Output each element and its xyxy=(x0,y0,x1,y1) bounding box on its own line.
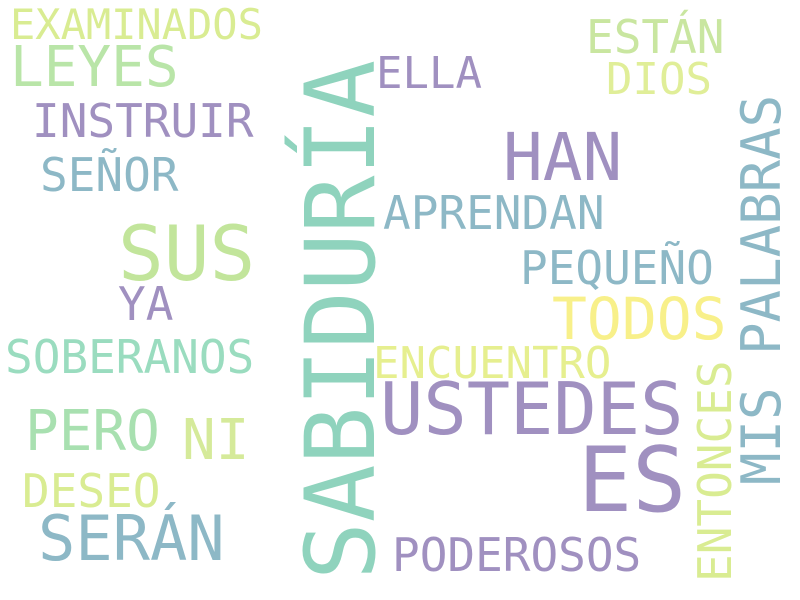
word-senor: SEÑOR xyxy=(40,148,179,202)
word-ya: YA xyxy=(118,277,174,331)
word-sabiduria: SABIDURÍA xyxy=(285,59,397,580)
word-pero: PERO xyxy=(25,399,160,464)
word-sus: SUS xyxy=(118,209,256,298)
word-examinados: EXAMINADOS xyxy=(10,0,263,49)
word-deseo: DESEO xyxy=(22,464,161,518)
word-aprendan: APRENDAN xyxy=(383,186,605,240)
word-soberanos: SOBERANOS xyxy=(5,330,255,384)
word-entonces: ENTONCES xyxy=(688,360,742,582)
word-pequeno: PEQUEÑO xyxy=(520,241,714,295)
word-seran: SERÁN xyxy=(38,502,225,575)
word-ella: ELLA xyxy=(376,48,482,99)
word-ni: NI xyxy=(182,408,250,473)
word-encuentro: ENCUENTRO xyxy=(373,338,612,389)
word-instruir: INSTRUIR xyxy=(32,94,254,148)
word-todos: TODOS xyxy=(552,285,727,353)
word-mis-palabras: MIS PALABRAS xyxy=(730,94,793,485)
word-leyes: LEYES xyxy=(10,35,179,100)
word-ustedes: USTEDES xyxy=(380,367,684,451)
word-estan: ESTÁN xyxy=(586,10,725,64)
word-poderosos: PODEROSOS xyxy=(392,528,642,582)
word-dios: DIOS xyxy=(606,54,712,105)
word-es: ES xyxy=(578,428,687,533)
word-han: HAN xyxy=(503,119,623,196)
